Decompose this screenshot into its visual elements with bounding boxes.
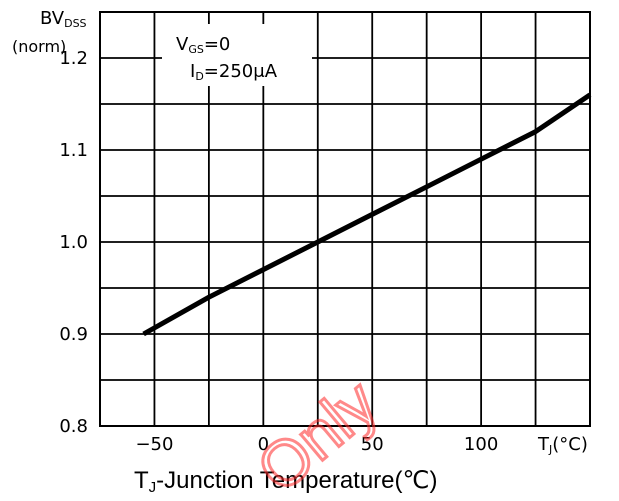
- id-condition: ID=250μA: [190, 61, 278, 83]
- y-tick-labels: 0.8 0.9 1.0 1.1 1.2: [59, 48, 88, 437]
- x-tick-label: −50: [135, 434, 173, 455]
- x-tick-label: 50: [361, 434, 384, 455]
- x-axis-title: TJ-Junction Temperature(℃): [134, 467, 437, 496]
- y-axis-label: BVDSS: [40, 8, 87, 30]
- series-layer: [142, 92, 592, 337]
- y-tick-label: 0.8: [59, 416, 88, 437]
- conditions-box: [162, 24, 312, 86]
- series-line: [142, 92, 592, 337]
- y-tick-label: 1.0: [59, 232, 88, 253]
- x-tick-labels: −50 0 50 100: [135, 434, 498, 455]
- grid-lines: [100, 12, 590, 426]
- x-tick-label: 0: [258, 434, 269, 455]
- y-tick-label: 1.2: [59, 48, 88, 69]
- y-tick-label: 0.9: [59, 324, 88, 345]
- x-axis-unit: TJ(°C): [537, 434, 588, 456]
- y-tick-label: 1.1: [59, 140, 88, 161]
- plot-frame: [99, 11, 591, 427]
- x-tick-label: 100: [464, 434, 498, 455]
- y-axis-unit: (norm): [12, 37, 66, 56]
- vgs-condition: VGS=0: [176, 34, 230, 56]
